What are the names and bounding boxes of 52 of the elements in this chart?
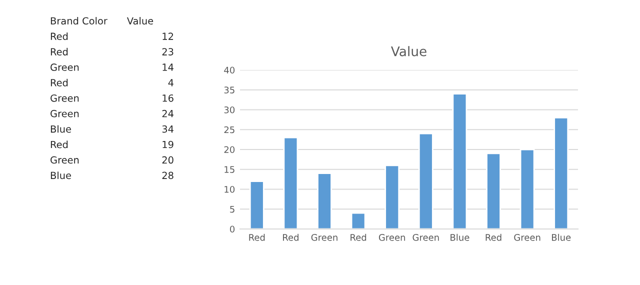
bar bbox=[486, 152, 501, 229]
text: 28 bbox=[162, 172, 174, 180]
y-tick-label: 15 bbox=[224, 166, 234, 173]
text: Red bbox=[50, 140, 68, 148]
text: Green bbox=[50, 94, 79, 102]
x-tick-label: Green bbox=[311, 234, 338, 241]
text: Blue bbox=[50, 125, 71, 133]
text: 14 bbox=[162, 64, 174, 71]
bar bbox=[554, 117, 569, 229]
y-tick-label: 20 bbox=[224, 146, 235, 154]
bar bbox=[317, 172, 332, 229]
bar bbox=[418, 132, 434, 229]
text: 4 bbox=[168, 79, 174, 86]
x-tick-label: Red bbox=[249, 234, 265, 241]
text: 34 bbox=[162, 125, 174, 133]
text: Value bbox=[126, 17, 154, 25]
text: 19 bbox=[162, 140, 174, 148]
x-tick-label: Blue bbox=[552, 234, 571, 241]
text: 16 bbox=[162, 94, 174, 102]
x-tick-label: Red bbox=[486, 234, 502, 241]
text: Red bbox=[50, 48, 68, 56]
x-tick-label: Blue bbox=[450, 234, 470, 241]
bar bbox=[350, 212, 366, 229]
text: Green bbox=[50, 156, 79, 164]
text: Red bbox=[50, 78, 68, 86]
x-tick-label: Green bbox=[514, 234, 540, 241]
text: Blue bbox=[50, 172, 71, 180]
x-tick-label: Green bbox=[378, 234, 405, 241]
text: Green bbox=[50, 64, 79, 71]
text: 23 bbox=[162, 48, 174, 56]
text: 12 bbox=[162, 32, 174, 40]
y-tick-label: 0 bbox=[230, 226, 235, 233]
y-tick-label: 5 bbox=[230, 206, 234, 213]
bar bbox=[283, 136, 298, 229]
bar bbox=[452, 93, 468, 229]
x-tick-label: Green bbox=[412, 234, 439, 241]
y-tick-label: 10 bbox=[224, 186, 235, 193]
text: Brand Color bbox=[50, 17, 108, 25]
text: 20 bbox=[162, 156, 174, 164]
y-tick-label: 35 bbox=[224, 86, 234, 94]
bar bbox=[520, 148, 535, 229]
text: Red bbox=[50, 32, 68, 40]
text: Green bbox=[50, 110, 79, 118]
bar bbox=[249, 180, 264, 229]
x-tick-label: Red bbox=[283, 234, 298, 241]
x-tick-label: Red bbox=[350, 234, 366, 241]
text: 24 bbox=[162, 110, 174, 118]
bar bbox=[384, 164, 400, 229]
y-tick-label: 25 bbox=[224, 126, 234, 134]
chart-title: Value bbox=[390, 46, 426, 56]
y-tick-label: 40 bbox=[224, 66, 235, 74]
y-tick-label: 30 bbox=[224, 106, 235, 114]
